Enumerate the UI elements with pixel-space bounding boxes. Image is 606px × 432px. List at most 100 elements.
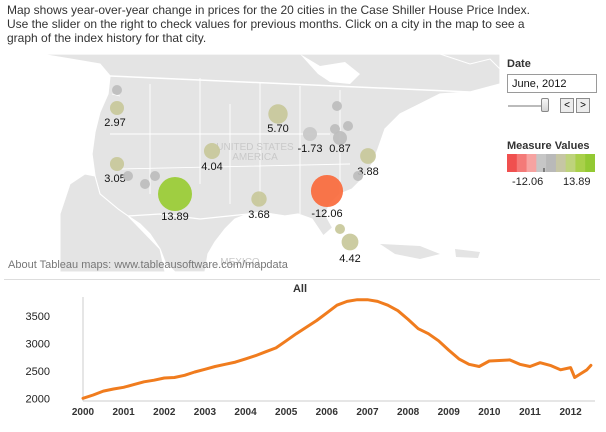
prev-month-button[interactable]: < [560,98,574,113]
city-bubble-denver[interactable] [203,142,221,160]
date-slider-track[interactable] [508,105,548,107]
x-tick-label: 2000 [72,407,95,418]
intro-line-2: Use the slider on the right to check val… [7,17,525,31]
city-bubble-boston[interactable] [332,101,342,111]
x-tick-label: 2011 [519,407,541,418]
city-marker-denver[interactable]: 4.04 [201,142,223,173]
city-bubble-miami[interactable] [341,233,359,251]
city-bubble-phoenix[interactable] [158,177,192,211]
city-value-label-minneapolis: 5.70 [267,123,288,135]
x-tick-label: 2010 [478,407,501,418]
x-tick-label: 2008 [397,407,420,418]
legend-swatch [546,154,557,172]
city-marker-phoenix[interactable]: 13.89 [158,177,192,223]
city-bubble-charlotte[interactable] [353,171,363,181]
y-tick-label: 2000 [26,393,50,405]
x-tick-label: 2004 [234,407,257,418]
city-marker-miami[interactable]: 4.42 [339,233,361,265]
city-map[interactable]: UNITED STATES AMERICA MEXICO 2.97 3.05 13.… [0,54,500,272]
legend-swatch [565,154,576,172]
y-axis-ticks: 2000 2500 3000 3500 [26,311,50,405]
city-bubble-dallas[interactable] [251,191,267,207]
x-axis-ticks: 2000 2001 2002 2003 2004 2005 2006 2007 2008 2009… [72,407,582,418]
city-marker-cleveland[interactable]: 0.87 [329,131,351,155]
map-land [39,54,500,272]
city-marker-dallas[interactable]: 3.68 [248,191,270,221]
legend-swatch [507,154,518,172]
city-marker-las-vegas[interactable] [140,179,150,189]
mexico-label: MEXICO [220,257,260,268]
map-attribution[interactable]: About Tableau maps: www.tableausoftware.… [8,259,288,271]
legend-swatch [516,154,528,172]
intro-line-1: Map shows year-over-year change in price… [7,3,530,17]
series-line [81,298,593,400]
city-marker-portland[interactable]: 2.97 [104,101,126,129]
legend-color-bar [507,154,595,172]
city-bubble-cleveland[interactable] [333,131,347,145]
date-slider-thumb[interactable] [541,98,549,112]
city-value-label-dallas: 3.68 [248,209,269,221]
intro-line-3: graph of the index history for that city… [7,31,207,45]
y-tick-label: 3500 [26,311,50,323]
city-bubble-san-francisco[interactable] [109,156,125,172]
city-marker-new-york[interactable] [343,121,353,131]
city-marker-chicago[interactable]: -1.73 [297,127,323,155]
x-tick-label: 2001 [113,407,136,418]
intro-text: Map shows year-over-year change in price… [7,3,599,45]
city-value-label-san-francisco: 3.05 [104,173,125,185]
city-value-label-chicago: -1.73 [297,143,322,155]
x-tick-label: 2007 [356,407,379,418]
city-bubble-san-diego[interactable] [150,171,160,181]
legend-swatch [555,154,567,172]
city-bubble-chicago[interactable] [303,127,317,141]
city-value-label-atlanta: -12.06 [311,208,342,220]
city-bubble-las-vegas[interactable] [140,179,150,189]
date-dropdown[interactable]: June, 2012 [507,74,597,93]
country-label-2: AMERICA [232,152,278,163]
next-month-button[interactable]: > [576,98,590,113]
city-marker-san-francisco[interactable]: 3.05 [104,156,126,185]
x-tick-label: 2002 [153,407,176,418]
city-value-label-miami: 4.42 [339,253,360,265]
city-bubble-tampa[interactable] [335,224,345,234]
city-marker-atlanta[interactable]: -12.06 [310,174,344,220]
city-bubble-washington[interactable] [360,148,376,164]
city-marker-minneapolis[interactable]: 5.70 [267,104,289,135]
city-bubble-new-york[interactable] [343,121,353,131]
city-marker-boston[interactable] [332,101,342,111]
legend-swatch [536,154,547,172]
x-tick-label: 2006 [316,407,339,418]
legend-max: 13.89 [563,176,591,188]
city-bubble-portland[interactable] [110,101,124,115]
city-value-label-cleveland: 0.87 [329,143,350,155]
city-marker-tampa[interactable] [335,224,345,234]
legend-title: Measure Values [507,140,590,152]
y-tick-label: 3000 [26,339,50,351]
legend-swatch [526,154,537,172]
city-bubble-atlanta[interactable] [310,174,344,208]
section-divider [4,279,600,280]
city-value-label-phoenix: 13.89 [161,211,189,223]
city-bubble-seattle[interactable] [112,85,122,95]
country-label: UNITED STATES [216,142,294,153]
y-tick-label: 2500 [26,366,50,378]
legend-swatch [585,154,595,172]
x-tick-label: 2005 [275,407,298,418]
chart-title: All [292,283,308,295]
legend-swatch [575,154,586,172]
city-marker-san-diego[interactable] [150,171,160,181]
city-marker-los-angeles[interactable] [123,171,133,181]
city-value-label-portland: 2.97 [104,117,125,129]
city-value-label-denver: 4.04 [201,161,222,173]
legend-min: -12.06 [512,176,544,188]
city-bubble-minneapolis[interactable] [268,104,288,124]
x-tick-label: 2012 [559,407,582,418]
city-marker-seattle[interactable] [112,85,122,95]
x-tick-label: 2003 [194,407,217,418]
city-marker-charlotte[interactable] [353,171,363,181]
control-panel: Date June, 2012 < > Measure Values -12.0… [504,54,604,254]
x-tick-label: 2009 [438,407,461,418]
city-bubble-los-angeles[interactable] [123,171,133,181]
